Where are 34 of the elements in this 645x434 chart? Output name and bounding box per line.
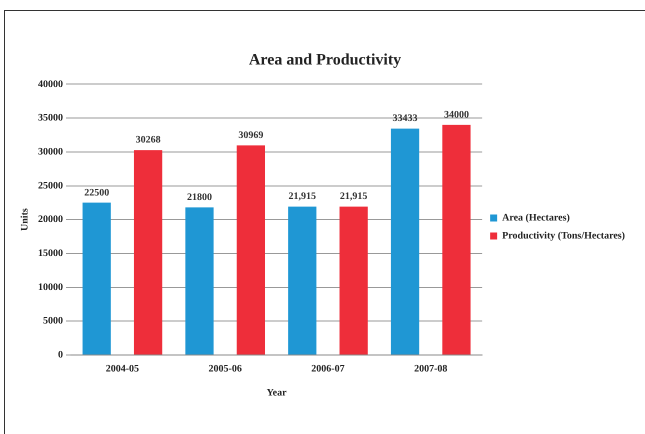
data-label: 30969: [238, 130, 264, 141]
bar: [134, 150, 162, 354]
y-tick-label: 0: [58, 350, 63, 361]
x-tick-label: 2004-05: [106, 364, 140, 375]
data-label: 33433: [392, 113, 418, 124]
bar: [442, 124, 471, 354]
y-axis-title: Units: [20, 208, 31, 231]
data-label: 21,915: [288, 191, 316, 202]
data-label: 30268: [136, 134, 161, 146]
y-tick-label: 15000: [38, 248, 63, 260]
y-tick-label: 5000: [43, 316, 63, 327]
y-tick-label: 20000: [38, 214, 63, 226]
bar: [82, 202, 111, 354]
y-tick-label: 30000: [38, 146, 63, 158]
y-tick-label: 35000: [38, 112, 63, 124]
x-tick-label: 2006-07: [311, 364, 345, 375]
chart-title: Area and Productivity: [248, 52, 402, 69]
x-tick-label: 2005-06: [208, 364, 242, 375]
y-tick-label: 10000: [38, 282, 63, 293]
bar: [185, 207, 214, 354]
bar: [340, 206, 368, 354]
bar: [390, 128, 420, 354]
data-label: 34000: [444, 109, 469, 120]
y-tick-label: 25000: [38, 180, 63, 192]
x-tick-label: 2007-08: [414, 364, 448, 375]
bar: [236, 145, 266, 354]
bar: [288, 206, 316, 354]
data-label: 21800: [186, 192, 212, 203]
legend-label: Area (Hectares): [502, 212, 570, 224]
x-axis-title: Year: [266, 388, 288, 399]
legend-label: Productivity (Tons/Hectares): [502, 230, 626, 242]
data-label: 21,915: [340, 191, 368, 202]
data-label: 22500: [84, 187, 110, 198]
y-tick-label: 40000: [38, 78, 63, 90]
